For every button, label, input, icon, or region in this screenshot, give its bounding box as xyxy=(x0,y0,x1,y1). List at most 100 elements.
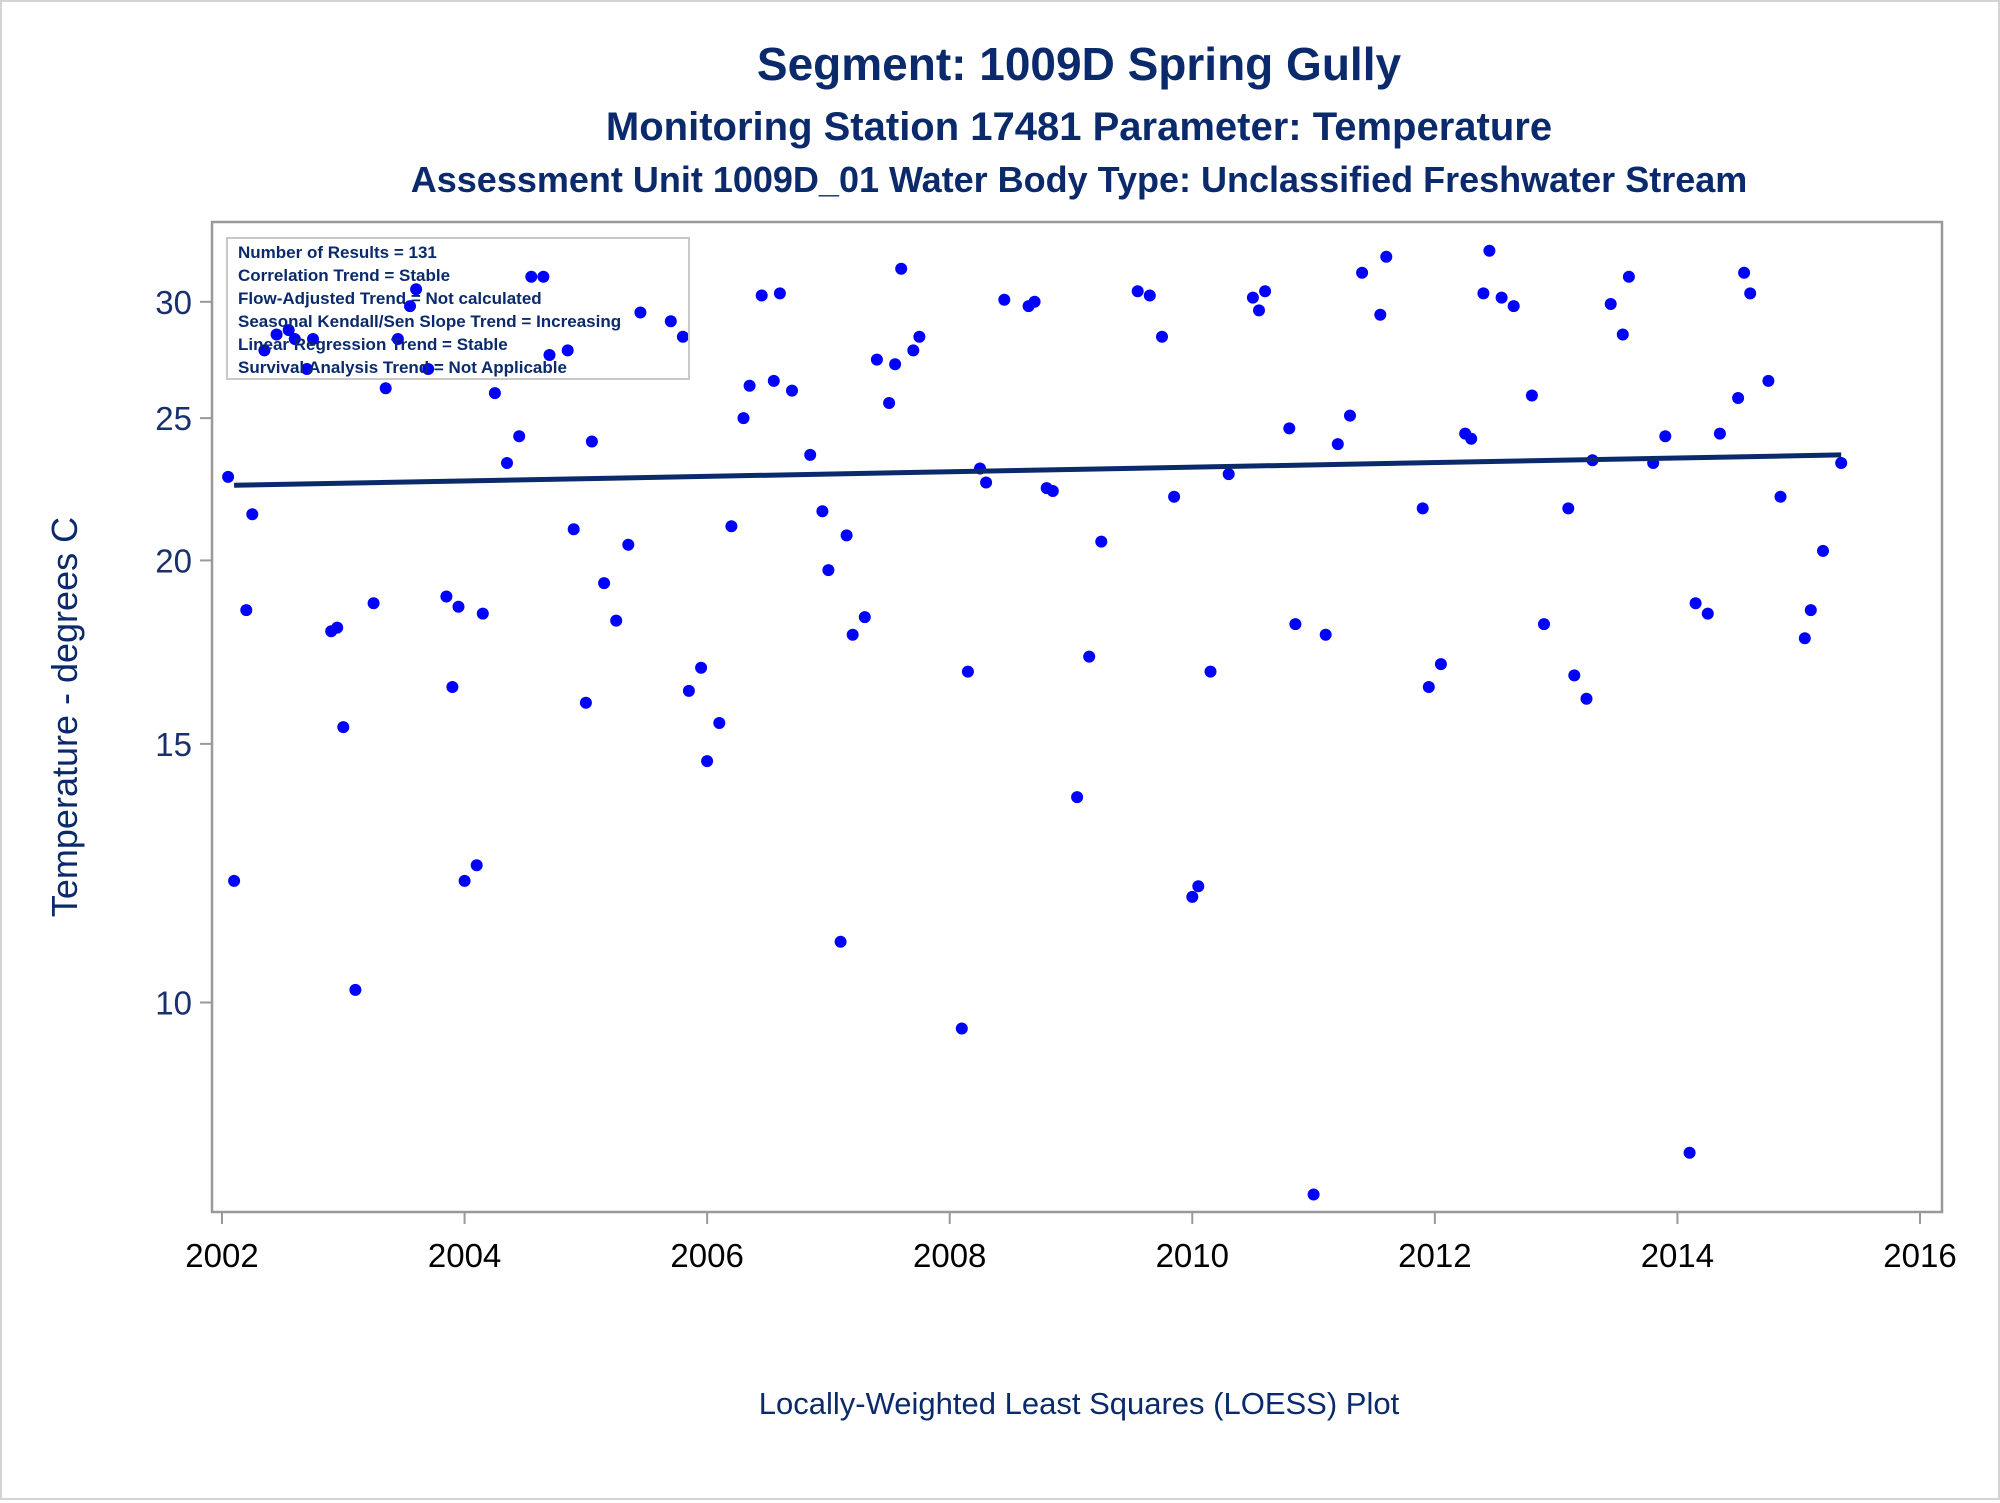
data-point xyxy=(804,448,817,461)
data-point xyxy=(1495,291,1508,304)
data-point xyxy=(961,665,974,678)
data-point xyxy=(1744,287,1757,300)
x-tick-label: 2002 xyxy=(185,1237,258,1274)
data-point xyxy=(695,661,708,674)
data-point xyxy=(488,387,501,400)
y-axis: 10 15 20 25 30 xyxy=(155,284,212,1021)
data-point xyxy=(816,505,829,518)
data-point xyxy=(773,287,786,300)
data-point xyxy=(561,344,574,357)
data-point xyxy=(858,611,871,624)
data-point xyxy=(1835,457,1848,469)
data-point xyxy=(1798,632,1811,645)
data-point xyxy=(1071,791,1084,804)
data-point xyxy=(240,604,253,617)
y-tick-label: 30 xyxy=(155,284,192,321)
data-point xyxy=(1568,669,1581,682)
data-point xyxy=(883,397,896,409)
data-point xyxy=(410,283,423,296)
stats-line-linear-regression: Linear Regression Trend = Stable xyxy=(238,335,508,354)
data-point xyxy=(246,508,259,521)
data-point xyxy=(543,349,556,361)
data-point xyxy=(1416,502,1429,515)
loess-trend xyxy=(234,452,1842,488)
data-point xyxy=(1259,285,1272,298)
data-point xyxy=(1507,300,1520,313)
data-point xyxy=(1143,289,1156,302)
data-point xyxy=(391,333,404,345)
data-point xyxy=(1580,692,1593,705)
stats-box: Number of Results = 131 Correlation Tren… xyxy=(226,237,690,380)
data-point xyxy=(258,344,271,357)
data-point xyxy=(913,330,926,343)
data-point xyxy=(1168,490,1181,503)
x-axis: 2002 2004 2006 2008 2010 2012 2014 2016 xyxy=(185,1212,1957,1274)
x-tick-label: 2004 xyxy=(428,1237,501,1274)
data-point xyxy=(579,696,592,709)
stats-box-frame xyxy=(226,237,690,380)
data-point xyxy=(1380,250,1393,263)
data-point xyxy=(585,435,598,448)
chart-title: Segment: 1009D Spring Gully xyxy=(757,38,1402,90)
data-point xyxy=(567,523,580,536)
data-point xyxy=(1538,618,1550,631)
data-point xyxy=(1738,266,1751,279)
data-point xyxy=(998,293,1011,306)
y-tick-label: 15 xyxy=(155,726,192,763)
data-point xyxy=(907,344,920,357)
data-point xyxy=(1434,658,1447,671)
data-point xyxy=(1331,438,1344,451)
y-axis-label: Temperature - degrees C xyxy=(44,517,85,917)
data-point xyxy=(349,983,362,996)
data-point xyxy=(622,538,635,551)
data-point xyxy=(1222,468,1235,481)
loess-trend-line xyxy=(234,452,1842,488)
stats-line-survival: Survival Analysis Trend = Not Applicable xyxy=(238,358,567,377)
data-point xyxy=(870,353,883,366)
data-point xyxy=(1186,890,1199,903)
x-tick-label: 2014 xyxy=(1641,1237,1714,1274)
data-point xyxy=(440,590,453,603)
data-point xyxy=(737,412,750,425)
data-point xyxy=(337,721,350,734)
x-tick-label: 2010 xyxy=(1156,1237,1229,1274)
data-point xyxy=(1562,502,1575,515)
data-point xyxy=(895,262,908,275)
data-point xyxy=(676,330,689,343)
data-point xyxy=(1192,880,1205,893)
data-point xyxy=(300,363,313,375)
data-point xyxy=(1344,409,1356,422)
data-point xyxy=(1616,328,1629,341)
data-point xyxy=(713,717,726,729)
data-point xyxy=(470,859,483,872)
data-point xyxy=(1095,535,1108,548)
data-point xyxy=(610,614,623,627)
data-point xyxy=(1804,604,1817,617)
data-point xyxy=(1713,427,1726,440)
data-point xyxy=(307,333,319,345)
chart-subtitle-1: Monitoring Station 17481 Parameter: Temp… xyxy=(606,105,1552,149)
data-point xyxy=(1046,485,1059,497)
scatter-points xyxy=(222,244,1848,1201)
data-point xyxy=(1374,308,1387,321)
data-point xyxy=(840,529,853,542)
data-point xyxy=(288,333,301,345)
chart-footnote: Locally-Weighted Least Squares (LOESS) P… xyxy=(759,1386,1400,1421)
data-point xyxy=(786,384,798,397)
data-point xyxy=(501,457,513,469)
y-tick-label: 10 xyxy=(155,984,192,1021)
data-point xyxy=(525,270,538,283)
data-point xyxy=(822,564,835,577)
data-point xyxy=(1307,1188,1320,1201)
data-point xyxy=(222,470,235,483)
data-point xyxy=(513,430,526,443)
data-point xyxy=(1483,244,1496,257)
data-point xyxy=(1465,432,1478,445)
data-point xyxy=(682,684,695,697)
data-point xyxy=(422,363,435,375)
x-tick-label: 2006 xyxy=(670,1237,743,1274)
data-point xyxy=(1622,270,1635,283)
data-point xyxy=(1204,665,1217,678)
data-point xyxy=(889,358,902,371)
